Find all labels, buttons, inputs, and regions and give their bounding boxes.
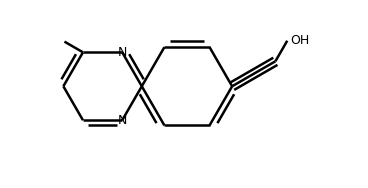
Text: N: N	[117, 114, 127, 127]
Text: N: N	[117, 46, 127, 59]
Text: OH: OH	[290, 34, 309, 47]
